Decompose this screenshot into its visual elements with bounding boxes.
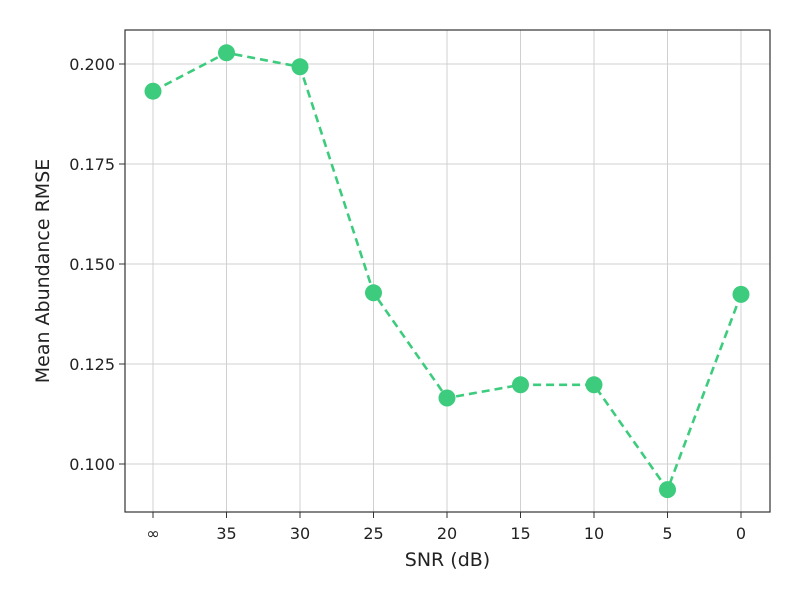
x-tick-label: 15 bbox=[510, 524, 530, 543]
data-point bbox=[365, 284, 382, 302]
axis-ticks: ∞ 35 30 25 20 15 10 5 0 0.100 0.125 0.150 0.175 0.200 bbox=[69, 55, 746, 543]
x-tick-label: 30 bbox=[290, 524, 310, 543]
data-point bbox=[144, 82, 162, 100]
x-tick-label: 10 bbox=[584, 524, 604, 543]
x-axis-label: SNR (dB) bbox=[405, 549, 490, 571]
x-tick-label: 0 bbox=[736, 524, 746, 543]
x-tick-label: 35 bbox=[216, 524, 236, 543]
data-point bbox=[218, 44, 235, 62]
data-point bbox=[438, 389, 456, 407]
x-tick-label: ∞ bbox=[146, 524, 159, 543]
data-point bbox=[659, 481, 676, 499]
x-tick-label: 25 bbox=[363, 524, 383, 543]
data-point bbox=[291, 58, 309, 76]
series bbox=[144, 44, 750, 499]
x-tick-label: 20 bbox=[437, 524, 457, 543]
y-tick-label: 0.100 bbox=[69, 455, 115, 474]
data-point bbox=[732, 285, 750, 303]
y-tick-label: 0.175 bbox=[69, 155, 115, 174]
data-point bbox=[512, 376, 529, 394]
y-tick-label: 0.200 bbox=[69, 55, 115, 74]
y-tick-label: 0.150 bbox=[69, 255, 115, 274]
data-point bbox=[585, 376, 603, 394]
x-tick-label: 5 bbox=[662, 524, 672, 543]
y-tick-label: 0.125 bbox=[69, 355, 115, 374]
y-axis-label: Mean Abundance RMSE bbox=[32, 159, 54, 384]
grid bbox=[125, 30, 770, 512]
